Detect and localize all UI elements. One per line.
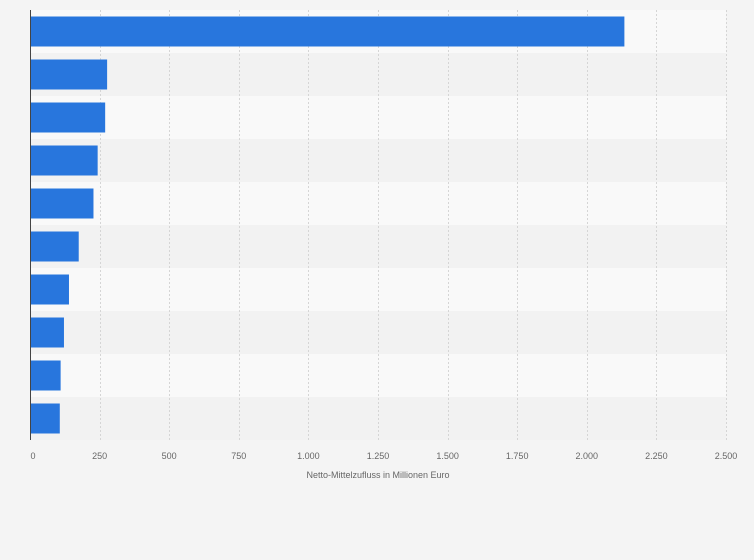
x-tick-label: 500: [162, 451, 177, 461]
bar[interactable]: [30, 188, 94, 219]
x-tick-label: 1.250: [367, 451, 390, 461]
bar[interactable]: [30, 403, 60, 434]
bar[interactable]: [30, 317, 64, 348]
bar[interactable]: [30, 16, 625, 47]
bar[interactable]: [30, 59, 108, 90]
bar[interactable]: [30, 102, 106, 133]
x-tick-label: 250: [92, 451, 107, 461]
x-tick-label: 2.250: [645, 451, 668, 461]
x-tick-label: 1.750: [506, 451, 529, 461]
bar[interactable]: [30, 231, 79, 262]
x-axis-ticks: 0 250 500 750 1.000 1.250 1.500 1.750 2.000 2.250…: [30, 451, 737, 461]
bar[interactable]: [30, 360, 61, 391]
x-tick-label: 750: [231, 451, 246, 461]
bar[interactable]: [30, 145, 98, 176]
x-tick-label: 1.500: [436, 451, 459, 461]
x-tick-label: 0: [30, 451, 35, 461]
x-axis-label: Netto-Mittelzufluss in Millionen Euro: [306, 470, 449, 480]
x-tick-label: 2.000: [576, 451, 599, 461]
x-tick-label: 2.500: [715, 451, 738, 461]
bar[interactable]: [30, 274, 69, 305]
x-tick-label: 1.000: [297, 451, 320, 461]
bars: [30, 16, 625, 434]
